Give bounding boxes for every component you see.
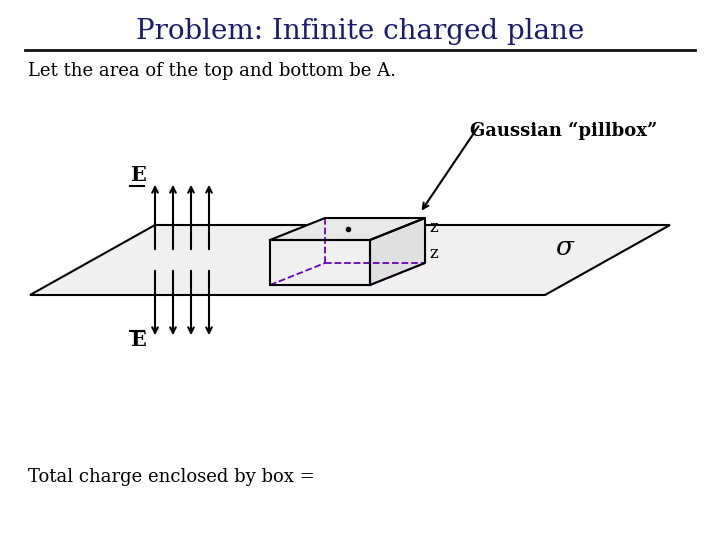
Text: z: z	[429, 219, 438, 237]
Text: Problem: Infinite charged plane: Problem: Infinite charged plane	[136, 18, 584, 45]
Polygon shape	[270, 240, 370, 285]
Text: Let the area of the top and bottom be A.: Let the area of the top and bottom be A.	[28, 62, 396, 80]
Text: σ: σ	[555, 235, 573, 260]
Polygon shape	[370, 218, 425, 285]
Text: z: z	[429, 245, 438, 261]
Polygon shape	[270, 218, 425, 240]
Text: E: E	[130, 165, 146, 185]
Text: E: E	[130, 330, 146, 350]
Polygon shape	[30, 225, 670, 295]
Text: Gaussian “pillbox”: Gaussian “pillbox”	[470, 122, 657, 140]
Text: Total charge enclosed by box =: Total charge enclosed by box =	[28, 468, 315, 486]
